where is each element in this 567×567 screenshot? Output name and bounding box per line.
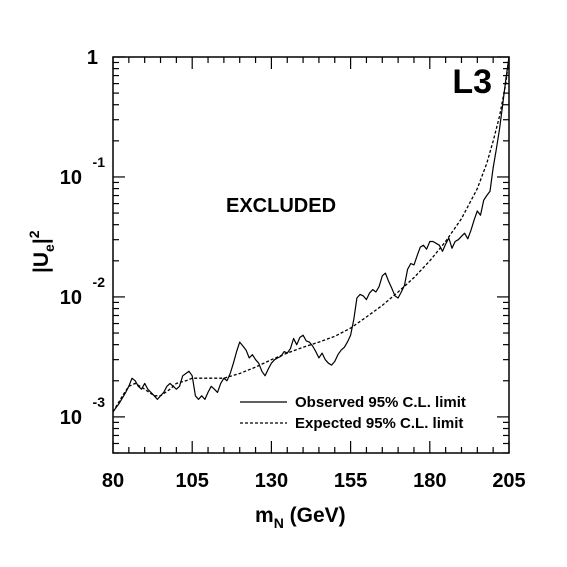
x-tick-label: 205	[492, 470, 525, 492]
y-tick-label: 10	[60, 407, 82, 429]
y-axis-title-suffix: |	[30, 238, 53, 244]
observed-limit-line	[112, 56, 510, 413]
legend-expected-label: Expected 95% C.L. limit	[295, 415, 463, 432]
excluded-annotation: EXCLUDED	[226, 195, 336, 217]
x-tick-label: 155	[334, 470, 367, 492]
y-axis-title: |Ue|2	[26, 230, 57, 273]
y-tick-exponent: -1	[93, 154, 106, 170]
series-layer	[112, 56, 510, 413]
x-tick-labels: 80 105 130 155 180 205	[102, 470, 526, 492]
x-tick-label: 130	[255, 470, 288, 492]
x-tick-label: 105	[176, 470, 209, 492]
y-tick-label: 1	[87, 47, 98, 69]
legend-observed-label: Observed 95% C.L. limit	[295, 394, 466, 411]
x-axis-title-main: m	[255, 504, 274, 527]
legend: Observed 95% C.L. limit Expected 95% C.L…	[240, 394, 466, 432]
y-axis-title-main: |U	[30, 252, 53, 273]
y-tick-exponent: -2	[93, 274, 106, 290]
y-tick-exponent: -3	[93, 394, 106, 410]
y-axis-title-sub: e	[41, 244, 57, 252]
plot-frame	[112, 56, 510, 454]
y-tick-label: 10	[60, 287, 82, 309]
ticks-layer	[112, 56, 510, 454]
experiment-label: L3	[452, 63, 492, 101]
expected-limit-line	[112, 56, 510, 413]
x-tick-label: 180	[413, 470, 446, 492]
x-axis-title-sub: N	[274, 515, 284, 531]
x-axis-title-suffix: (GeV)	[284, 504, 346, 527]
y-tick-label: 10	[60, 167, 82, 189]
y-tick-labels: 1 10 -1 10 -2 10 -3	[60, 47, 105, 429]
y-axis-title-sup: 2	[26, 230, 42, 238]
x-tick-label: 80	[102, 470, 124, 492]
x-axis-title: mN (GeV)	[255, 504, 346, 531]
